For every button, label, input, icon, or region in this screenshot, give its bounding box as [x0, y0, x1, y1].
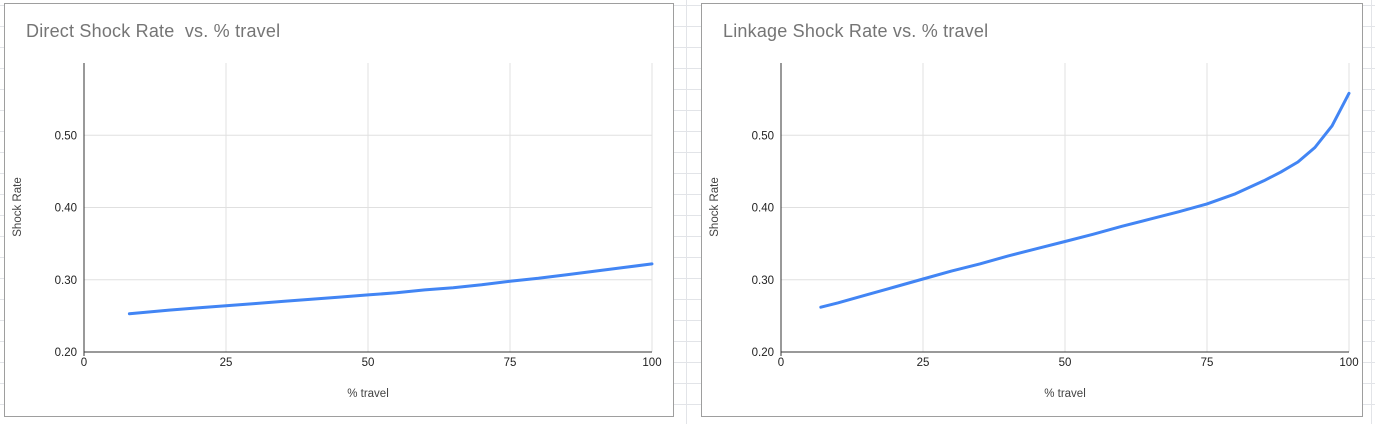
y-tick-label: 0.20 — [55, 347, 77, 359]
direct-shock-rate-chart[interactable]: 0 25 50 75 100 0.20 0.30 0.40 0.50 Direct Shock … — [4, 3, 674, 417]
linkage-shock-rate-chart[interactable]: 0 25 50 75 100 0.20 0.30 0.40 0.50 Linkage Shock… — [701, 3, 1363, 417]
x-tick-label: 0 — [778, 357, 784, 369]
chart-title: Linkage Shock Rate vs. % travel — [723, 21, 989, 41]
y-tick-label: 0.50 — [55, 130, 77, 142]
x-tick-label: 75 — [504, 357, 517, 369]
x-axis-title: % travel — [1044, 388, 1086, 400]
y-tick-label: 0.30 — [752, 275, 774, 287]
x-axis-title: % travel — [347, 388, 389, 400]
x-tick-label: 100 — [1339, 357, 1358, 369]
y-tick-label: 0.40 — [55, 203, 77, 215]
sheet-column-gridline — [1371, 0, 1372, 424]
x-tick-label: 50 — [1059, 357, 1072, 369]
plot-area: 0 25 50 75 100 0.20 0.30 0.40 0.50 — [55, 63, 662, 369]
x-tick-label: 50 — [362, 357, 375, 369]
series-line — [127, 262, 654, 316]
x-tick-label: 25 — [917, 357, 930, 369]
y-tick-label: 0.20 — [752, 347, 774, 359]
x-tick-label: 75 — [1201, 357, 1214, 369]
chart-title: Direct Shock Rate vs. % travel — [26, 21, 281, 41]
y-axis-title: Shock Rate — [12, 177, 24, 237]
sheet-column-gridline — [686, 0, 687, 424]
y-tick-label: 0.50 — [752, 130, 774, 142]
x-tick-label: 0 — [81, 357, 87, 369]
series-line — [819, 91, 1351, 309]
plot-area: 0 25 50 75 100 0.20 0.30 0.40 0.50 — [752, 63, 1359, 369]
y-tick-label: 0.30 — [55, 275, 77, 287]
y-axis-title: Shock Rate — [709, 177, 721, 237]
y-tick-label: 0.40 — [752, 203, 774, 215]
x-tick-label: 100 — [642, 357, 661, 369]
x-tick-label: 25 — [220, 357, 233, 369]
